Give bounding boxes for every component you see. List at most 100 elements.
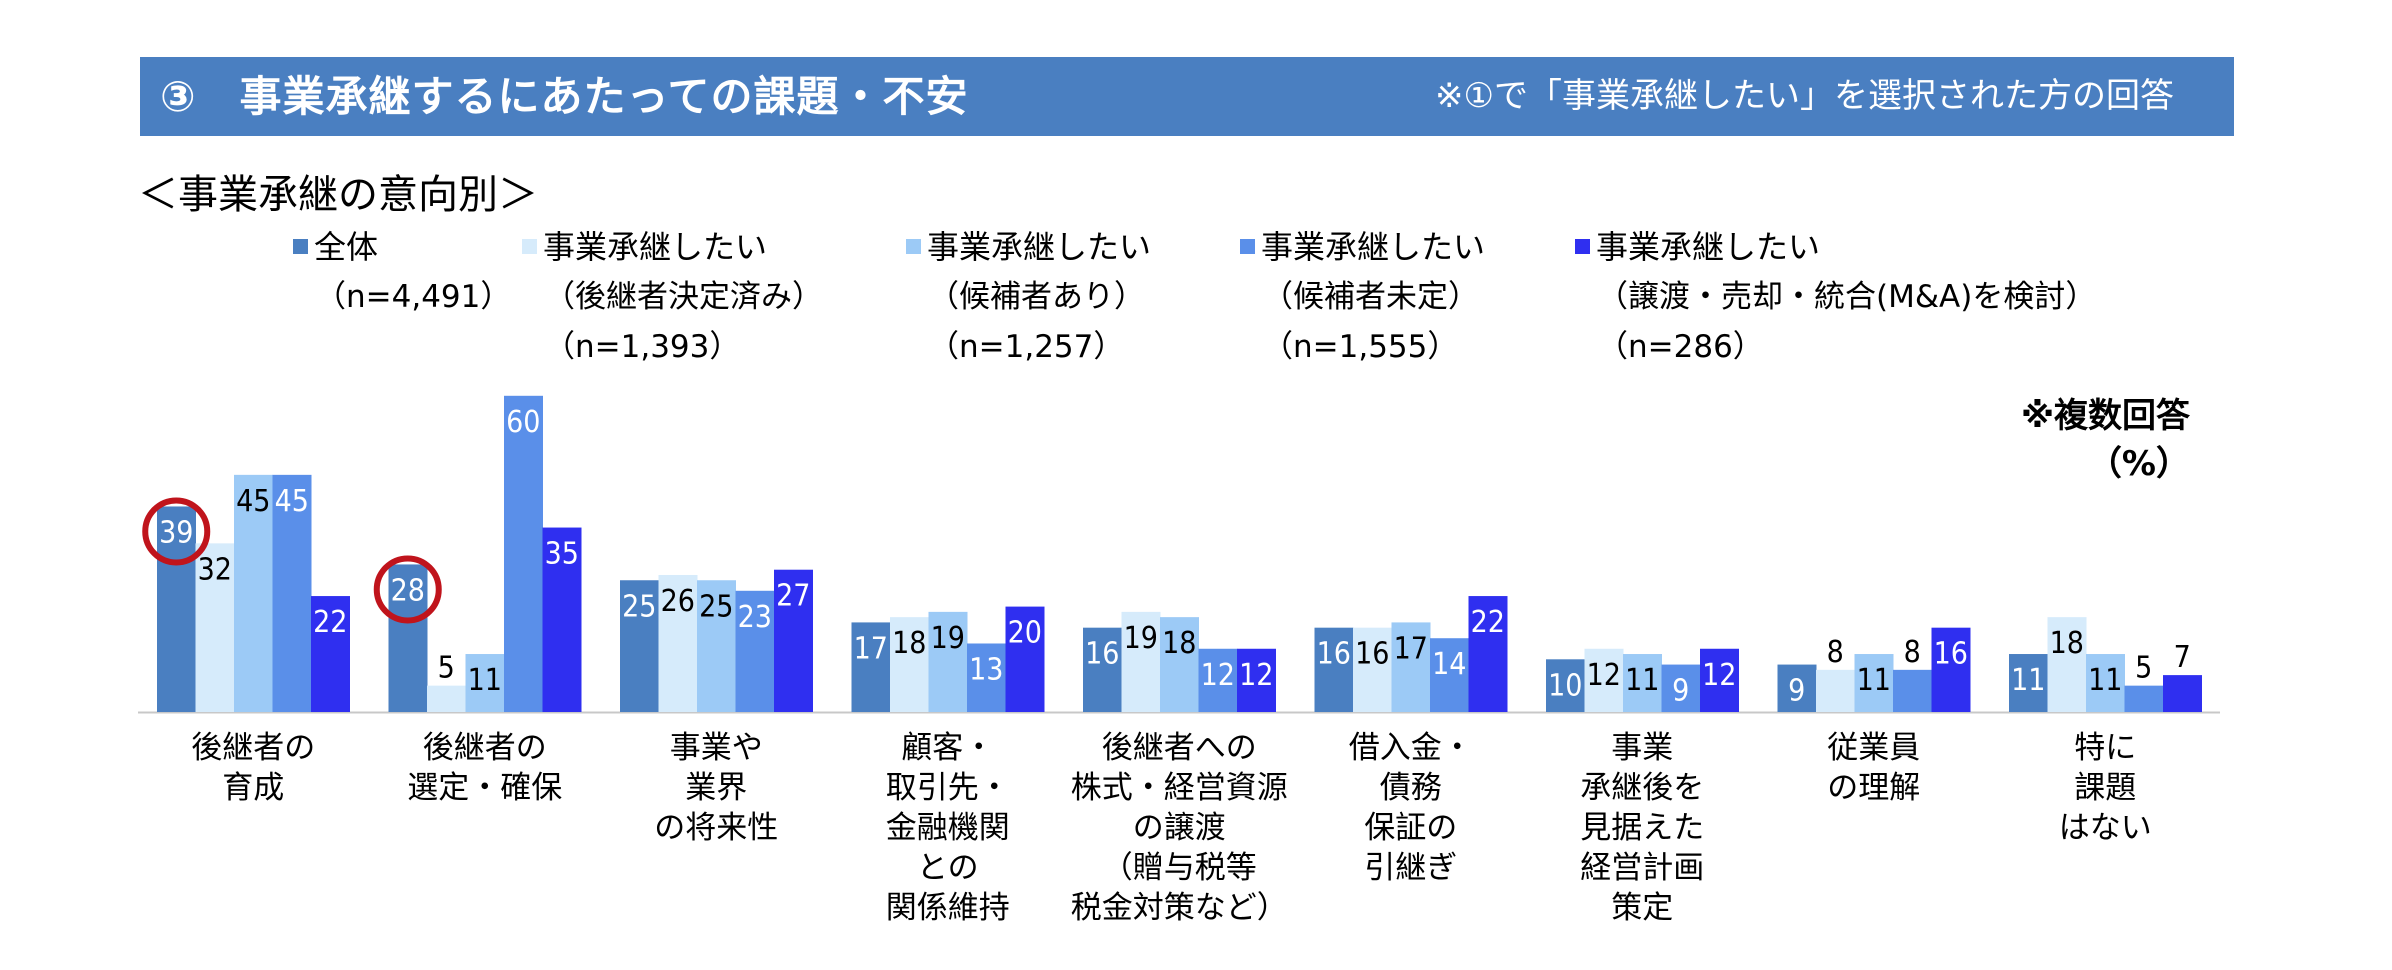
bar [157, 506, 196, 712]
legend-swatch-mna [1575, 239, 1590, 254]
data-label: 12 [1239, 658, 1273, 693]
data-label: 17 [854, 631, 888, 666]
category-label: との [917, 850, 979, 886]
data-label: 16 [1934, 637, 1968, 672]
data-label: 27 [776, 579, 810, 614]
data-label: 14 [1432, 647, 1466, 682]
data-label: 28 [391, 573, 425, 608]
data-label: 17 [1394, 631, 1428, 666]
bar [388, 564, 428, 712]
bar [427, 685, 466, 712]
bar [1816, 669, 1855, 712]
data-label: 23 [738, 600, 772, 635]
category-label: 関係維持 [886, 890, 1010, 926]
data-label: 16 [1317, 637, 1351, 672]
unit-note: （%） [2087, 444, 2190, 484]
chart-note: ※複数回答 （%） [2021, 392, 2190, 488]
category-label: 債務 [1380, 770, 1442, 806]
bar [928, 611, 968, 712]
bar [542, 527, 582, 712]
legend-swatch-overall [293, 239, 308, 254]
category-label: （贈与税等 [1102, 850, 1257, 886]
bar [967, 643, 1006, 712]
legend-swatch-candidate [906, 239, 921, 254]
data-label: 5 [2135, 651, 2152, 686]
bar [1777, 664, 1817, 712]
data-label: 12 [1587, 658, 1621, 693]
legend-swatch-decided [522, 239, 537, 254]
legend-sub: （n=1,257） [928, 329, 1125, 365]
category-label: 引継ぎ [1364, 850, 1457, 886]
category-label: 顧客・ [901, 730, 994, 766]
bar [1468, 596, 1508, 712]
bar [465, 654, 505, 712]
data-label: 45 [236, 484, 270, 519]
data-label: 45 [275, 484, 309, 519]
section-note: ※①で「事業承継したい」を選択された方の回答 [1435, 76, 2174, 116]
data-label: 39 [159, 515, 193, 550]
category-label: の理解 [1827, 770, 1920, 806]
category-label: 事業や [670, 730, 763, 766]
category-label: 取引先・ [886, 770, 1010, 806]
legend-sub: （n=4,491） [315, 279, 512, 315]
bar [2009, 654, 2048, 712]
data-label: 18 [2050, 626, 2084, 661]
bar [774, 569, 813, 712]
bar [234, 474, 273, 712]
bar [1237, 648, 1276, 712]
data-label: 60 [506, 405, 540, 440]
bar [697, 580, 736, 712]
data-label: 9 [1672, 674, 1689, 709]
data-label: 35 [545, 537, 579, 572]
data-label: 26 [661, 584, 695, 619]
data-label: 22 [313, 605, 347, 640]
data-label: 25 [622, 589, 656, 624]
data-label: 8 [1827, 635, 1844, 670]
bar [2047, 617, 2087, 712]
category-label: の将来性 [654, 810, 778, 846]
legend-item-decided: 事業承継したい （後継者決定済み） （n=1,393） [522, 222, 823, 372]
data-label: 11 [1625, 663, 1659, 698]
category-label: 見据えた [1580, 810, 1704, 846]
data-label: 11 [2088, 663, 2122, 698]
legend-label: 事業承継したい [543, 228, 768, 266]
category-label: の譲渡 [1133, 810, 1226, 846]
chart-subtitle: ＜事業承継の意向別＞ [138, 172, 538, 218]
bar [658, 574, 698, 712]
category-label: 経営計画 [1580, 850, 1704, 886]
data-label: 18 [1162, 626, 1196, 661]
legend-sub: （n=286） [1597, 329, 1764, 365]
category-label: 従業員 [1827, 730, 1920, 766]
bar [620, 580, 659, 712]
legend-item-candidate: 事業承継したい （候補者あり） （n=1,257） [906, 222, 1151, 372]
section-header: ③ 事業承継するにあたっての課題・不安 ※①で「事業承継したい」を選択された方の… [140, 57, 2234, 136]
data-label: 32 [198, 552, 232, 587]
data-label: 12 [1201, 658, 1235, 693]
bar [1391, 622, 1431, 712]
category-label: 借入金・ [1349, 730, 1473, 766]
data-label: 20 [1008, 616, 1042, 651]
category-label: 特に [2074, 730, 2136, 766]
data-label: 16 [1355, 637, 1389, 672]
category-label: 事業 [1611, 730, 1673, 766]
data-label: 7 [2174, 640, 2191, 675]
legend-item-overall: 全体 （n=4,491） [293, 222, 511, 322]
highlight-circle [142, 497, 211, 566]
bar [2124, 685, 2164, 712]
bar [1584, 648, 1624, 712]
legend-label: 事業承継したい [1261, 228, 1486, 266]
legend-sub: （候補者あり） [928, 279, 1145, 315]
bar [1005, 606, 1045, 712]
bar [1121, 611, 1161, 712]
bar [1931, 627, 1971, 712]
data-label: 19 [1124, 621, 1158, 656]
data-label: 13 [969, 652, 1003, 687]
bar [1353, 627, 1392, 712]
multiple-answer-note: ※複数回答 [2020, 396, 2190, 436]
bar [1546, 659, 1585, 712]
bar [2086, 654, 2125, 712]
bar [1623, 654, 1662, 712]
category-label: 保証の [1364, 810, 1457, 846]
legend-sub: （候補者未定） [1262, 279, 1479, 315]
